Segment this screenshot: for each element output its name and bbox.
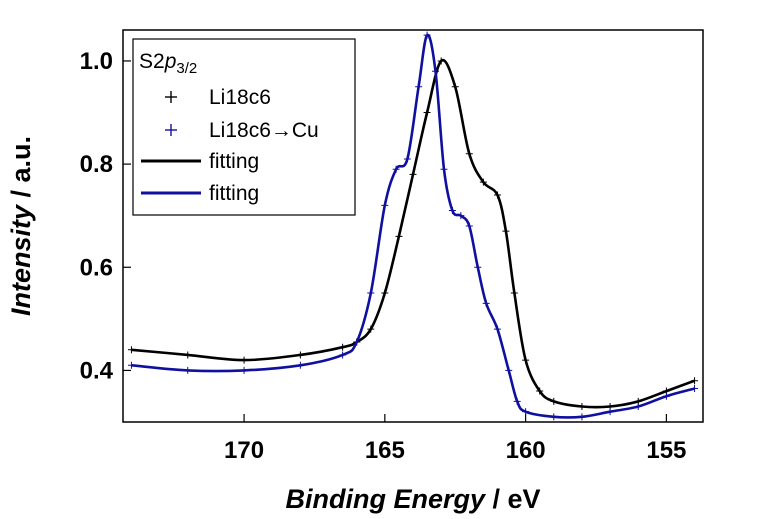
x-tick-label: 165	[365, 437, 405, 464]
fitting-line-2	[131, 58, 696, 409]
legend-label-fitting-blue: fitting	[209, 182, 259, 205]
legend-title-main: S2	[139, 50, 165, 73]
legend-title: S2p3/2	[139, 50, 197, 77]
legend-label-li18c6-cu: Li18c6→Cu	[209, 119, 319, 142]
series-layer	[127, 31, 699, 421]
y-tick-label: 0.4	[80, 357, 114, 384]
legend-title-sub: 3/2	[176, 60, 197, 77]
plot-frame	[122, 29, 704, 423]
legend-label-fitting-black: fitting	[209, 150, 259, 173]
y-axis-title-italic: Intensity	[6, 203, 36, 316]
axis-ticks: 170 165 160 155 0.4 0.6 0.8 1.0	[80, 48, 687, 464]
legend-marker-li18c6	[165, 91, 177, 103]
y-tick-label: 0.6	[80, 254, 113, 281]
legend-title-italic: p	[164, 50, 177, 73]
x-tick-label: 155	[646, 437, 686, 464]
legend-marker-li18c6-cu	[165, 124, 177, 136]
legend-box	[132, 38, 356, 216]
x-axis-title: Binding Energy / eV	[285, 484, 540, 514]
x-axis-title-rest: / eV	[485, 484, 541, 514]
y-axis-title: Intensity / a.u.	[6, 136, 36, 316]
legend-label-li18c6: Li18c6	[209, 86, 271, 109]
x-tick-label: 160	[506, 437, 546, 464]
y-axis-title-rest: / a.u.	[6, 136, 36, 205]
x-axis-title-italic: Binding Energy	[285, 484, 486, 514]
fitting-line-3	[131, 33, 695, 419]
y-tick-label: 0.8	[80, 151, 113, 178]
y-tick-label: 1.0	[80, 48, 113, 75]
x-tick-label: 170	[224, 437, 264, 464]
legend: S2p3/2 Li18c6 Li18c6→Cu fitting fitting	[132, 38, 356, 216]
